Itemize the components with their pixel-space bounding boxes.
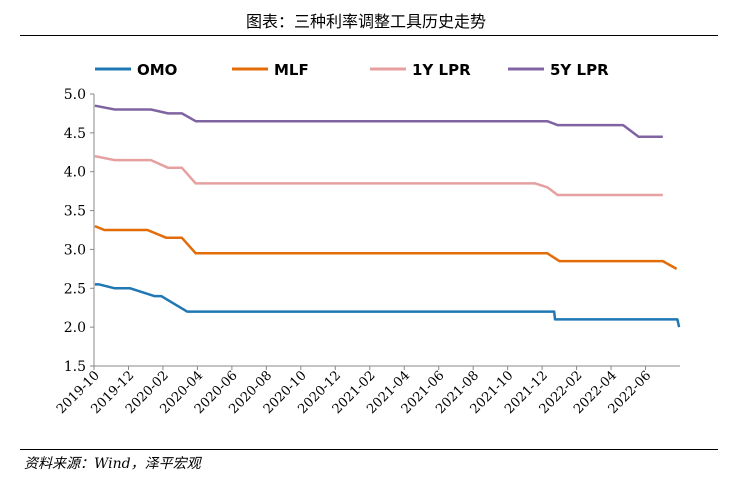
line-chart: 1.52.02.53.03.54.04.55.02019-102019-1220… xyxy=(54,61,681,417)
y-tick-label: 4.5 xyxy=(64,126,86,142)
y-tick-label: 2.0 xyxy=(64,320,86,336)
source-rule xyxy=(20,449,718,450)
axes: 1.52.02.53.03.54.04.55.02019-102019-1220… xyxy=(54,87,680,417)
title-rule xyxy=(20,35,718,36)
y-tick-label: 5.0 xyxy=(64,87,86,103)
series-line-5y-lpr xyxy=(94,104,663,138)
chart-title: 图表：三种利率调整工具历史走势 xyxy=(245,12,486,31)
legend-label-omo: OMO xyxy=(137,61,177,79)
y-tick-label: 2.5 xyxy=(64,281,86,297)
y-tick-label: 4.0 xyxy=(64,165,86,181)
series-lines xyxy=(94,104,681,328)
legend: OMO MLF 1Y LPR 5Y LPR xyxy=(95,61,609,79)
series-line-mlf xyxy=(94,224,678,270)
y-tick-label: 3.0 xyxy=(64,242,86,258)
series-line-omo xyxy=(94,283,681,328)
legend-label-5y-lpr: 5Y LPR xyxy=(550,61,609,79)
legend-label-mlf: MLF xyxy=(274,61,309,79)
y-tick-label: 3.5 xyxy=(64,204,86,220)
series-line-1y-lpr xyxy=(94,154,663,197)
legend-label-1y-lpr: 1Y LPR xyxy=(412,61,471,79)
source-note: 资料来源：Wind，泽平宏观 xyxy=(24,456,201,472)
y-tick-label: 1.5 xyxy=(64,359,86,375)
